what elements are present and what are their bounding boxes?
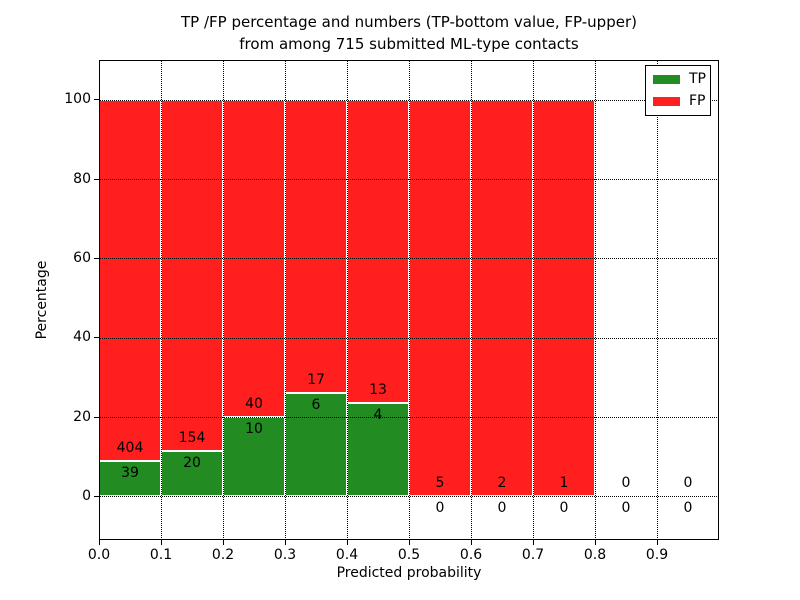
gridline-horizontal xyxy=(99,179,719,180)
fp-count-label: 40 xyxy=(245,396,263,413)
bar-fp-segment xyxy=(161,99,223,451)
legend-tp-label: TP xyxy=(689,71,706,87)
legend-tp-swatch-icon xyxy=(653,75,680,84)
fp-count-label: 404 xyxy=(116,440,144,457)
bar-fp-segment xyxy=(99,99,161,462)
tp-count-label: 0 xyxy=(559,500,569,517)
chart-title: TP /FP percentage and numbers (TP-bottom… xyxy=(99,11,719,55)
fp-count-label: 5 xyxy=(435,475,445,492)
gridline-horizontal xyxy=(99,417,719,419)
fp-count-label: 17 xyxy=(307,371,325,388)
x-tick-label: 0.7 xyxy=(521,547,545,563)
x-axis-tick xyxy=(532,540,534,545)
y-axis-label: Percentage xyxy=(34,260,50,340)
y-axis-tick xyxy=(94,99,99,101)
x-tick-label: 0.1 xyxy=(149,547,173,563)
x-axis-tick xyxy=(284,540,286,545)
gridline-vertical xyxy=(409,60,410,540)
bar-fp-segment xyxy=(347,99,409,403)
chart-title-line1: TP /FP percentage and numbers (TP-bottom… xyxy=(181,13,637,31)
fp-count-label: 0 xyxy=(683,475,693,492)
gridline-vertical xyxy=(471,60,472,540)
bar-fp-segment xyxy=(285,99,347,393)
x-axis-tick xyxy=(346,540,348,545)
legend: TP FP xyxy=(645,65,711,116)
fp-count-label: 154 xyxy=(178,429,206,446)
x-tick-label: 0.9 xyxy=(645,547,669,563)
x-axis-label: Predicted probability xyxy=(336,565,482,581)
gridline-vertical xyxy=(161,60,162,540)
fp-count-label: 0 xyxy=(621,475,631,492)
bar-fp-segment xyxy=(471,99,533,497)
x-tick-label: 0.5 xyxy=(397,547,421,563)
bar-tp-segment xyxy=(99,461,161,497)
y-tick-label: 100 xyxy=(64,91,91,108)
x-axis-tick xyxy=(470,540,472,545)
y-tick-label: 80 xyxy=(73,170,91,187)
x-tick-label: 0.4 xyxy=(335,547,359,563)
bar-fp-segment xyxy=(409,99,471,497)
x-tick-label: 0.0 xyxy=(87,547,111,563)
bar-tp-segment xyxy=(347,403,409,497)
bar-fp-segment xyxy=(533,99,595,497)
gridline-vertical xyxy=(595,60,596,540)
y-axis-tick xyxy=(94,337,99,339)
y-axis-tick xyxy=(94,257,99,259)
bar-tp-segment xyxy=(285,392,347,497)
y-tick-label: 0 xyxy=(82,487,91,504)
x-axis-tick xyxy=(98,540,100,545)
y-axis-tick xyxy=(94,416,99,418)
gridline-vertical xyxy=(285,60,286,540)
x-tick-label: 0.6 xyxy=(459,547,483,563)
chart-title-line2: from among 715 submitted ML-type contact… xyxy=(239,35,579,53)
fp-count-label: 13 xyxy=(369,382,387,399)
plot-area: 404 39 154 20 40 10 17 6 13 4 5 0 2 0 1 0 0 0 0 0 0.0 0.1 0.2… xyxy=(34,60,719,563)
tp-count-label: 0 xyxy=(435,500,445,517)
x-axis-tick xyxy=(222,540,224,545)
x-axis-tick xyxy=(160,540,162,545)
x-axis-tick xyxy=(408,540,410,545)
x-tick-label: 0.8 xyxy=(583,547,607,563)
y-axis-tick xyxy=(94,178,99,180)
legend-fp-label: FP xyxy=(689,93,706,109)
tp-count-label: 4 xyxy=(373,407,383,424)
gridline-horizontal xyxy=(99,337,719,339)
gridline-vertical xyxy=(223,60,224,540)
gridline-horizontal xyxy=(99,258,719,260)
gridline-vertical xyxy=(657,60,658,540)
tp-count-label: 10 xyxy=(245,421,263,438)
y-tick-label: 20 xyxy=(73,408,91,425)
gridline-horizontal xyxy=(99,99,719,101)
tp-count-label: 0 xyxy=(621,500,631,517)
y-tick-label: 40 xyxy=(73,329,91,346)
gridline-vertical xyxy=(533,60,534,540)
x-tick-label: 0.2 xyxy=(211,547,235,563)
fp-count-label: 1 xyxy=(559,475,569,492)
y-axis-tick xyxy=(94,495,99,497)
bar-tp-segment xyxy=(161,450,223,497)
tp-count-label: 0 xyxy=(497,500,507,517)
legend-fp-swatch-icon xyxy=(653,97,680,106)
y-tick-label: 60 xyxy=(73,249,91,266)
gridline-vertical xyxy=(347,60,348,540)
tp-count-label: 39 xyxy=(121,465,139,482)
tp-count-label: 0 xyxy=(683,500,693,517)
x-axis-tick xyxy=(656,540,658,545)
tp-count-label: 6 xyxy=(311,396,321,413)
fp-count-label: 2 xyxy=(497,475,507,492)
x-axis-tick xyxy=(594,540,596,545)
gridline-horizontal xyxy=(99,496,719,498)
x-tick-label: 0.3 xyxy=(273,547,297,563)
legend-row-tp: TP xyxy=(653,71,706,87)
legend-row-fp: FP xyxy=(653,93,706,109)
tp-count-label: 20 xyxy=(183,454,201,471)
